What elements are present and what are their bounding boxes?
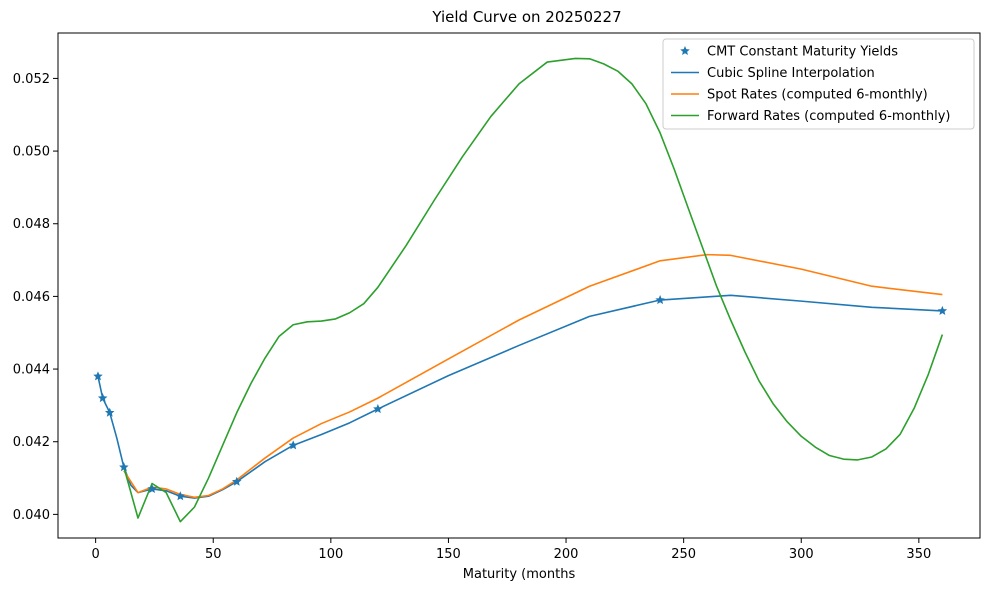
y-tick-label: 0.042 [13, 435, 50, 450]
cmt-yield-marker [104, 407, 115, 417]
x-tick-label: 0 [91, 547, 99, 562]
chart-title: Yield Curve on 20250227 [431, 8, 621, 26]
legend-box [662, 38, 975, 130]
cmt-yield-marker [937, 305, 948, 315]
cmt-yield-marker [373, 404, 383, 414]
y-axis: 0.040 0.042 0.044 0.046 0.048 0.050 0.052 [13, 72, 58, 523]
cmt-yield-marker [232, 476, 242, 486]
cmt-yield-marker [97, 393, 108, 403]
cmt-yield-marker [175, 491, 186, 501]
y-tick-label: 0.050 [13, 145, 50, 160]
x-tick-label: 200 [554, 547, 579, 562]
cmt-yield-marker [288, 440, 298, 450]
y-tick-label: 0.046 [13, 290, 50, 305]
x-tick-label: 350 [906, 547, 931, 562]
x-tick-label: 150 [436, 547, 461, 562]
x-tick-label: 100 [318, 547, 343, 562]
series-line-2 [123, 253, 943, 499]
cmt-yield-marker [119, 462, 129, 472]
legend: CMT Constant Maturity Yields Cubic Spline… [662, 38, 975, 130]
cmt-yield-marker [147, 483, 157, 493]
y-tick-label: 0.048 [13, 217, 50, 232]
x-tick-label: 300 [789, 547, 814, 562]
legend-swatch [680, 46, 690, 56]
series-layer [93, 57, 948, 523]
x-axis: 0 50 100 150 200 250 300 350 [91, 538, 931, 562]
y-tick-label: 0.040 [13, 508, 50, 523]
y-tick-label: 0.052 [13, 72, 50, 87]
legend-entry-label: Cubic Spline Interpolation [707, 66, 875, 81]
x-tick-label: 50 [205, 547, 222, 562]
x-tick-label: 250 [671, 547, 696, 562]
legend-entry-label: Spot Rates (computed 6-monthly) [707, 88, 928, 103]
cmt-yield-marker [93, 371, 103, 381]
y-tick-label: 0.044 [13, 363, 50, 378]
cmt-yield-marker [655, 295, 665, 305]
legend-entry-label: Forward Rates (computed 6-monthly) [707, 109, 950, 124]
legend-entry-label: CMT Constant Maturity Yields [707, 45, 898, 60]
series-line-3 [123, 57, 944, 523]
x-axis-label: Maturity (months [463, 567, 576, 582]
